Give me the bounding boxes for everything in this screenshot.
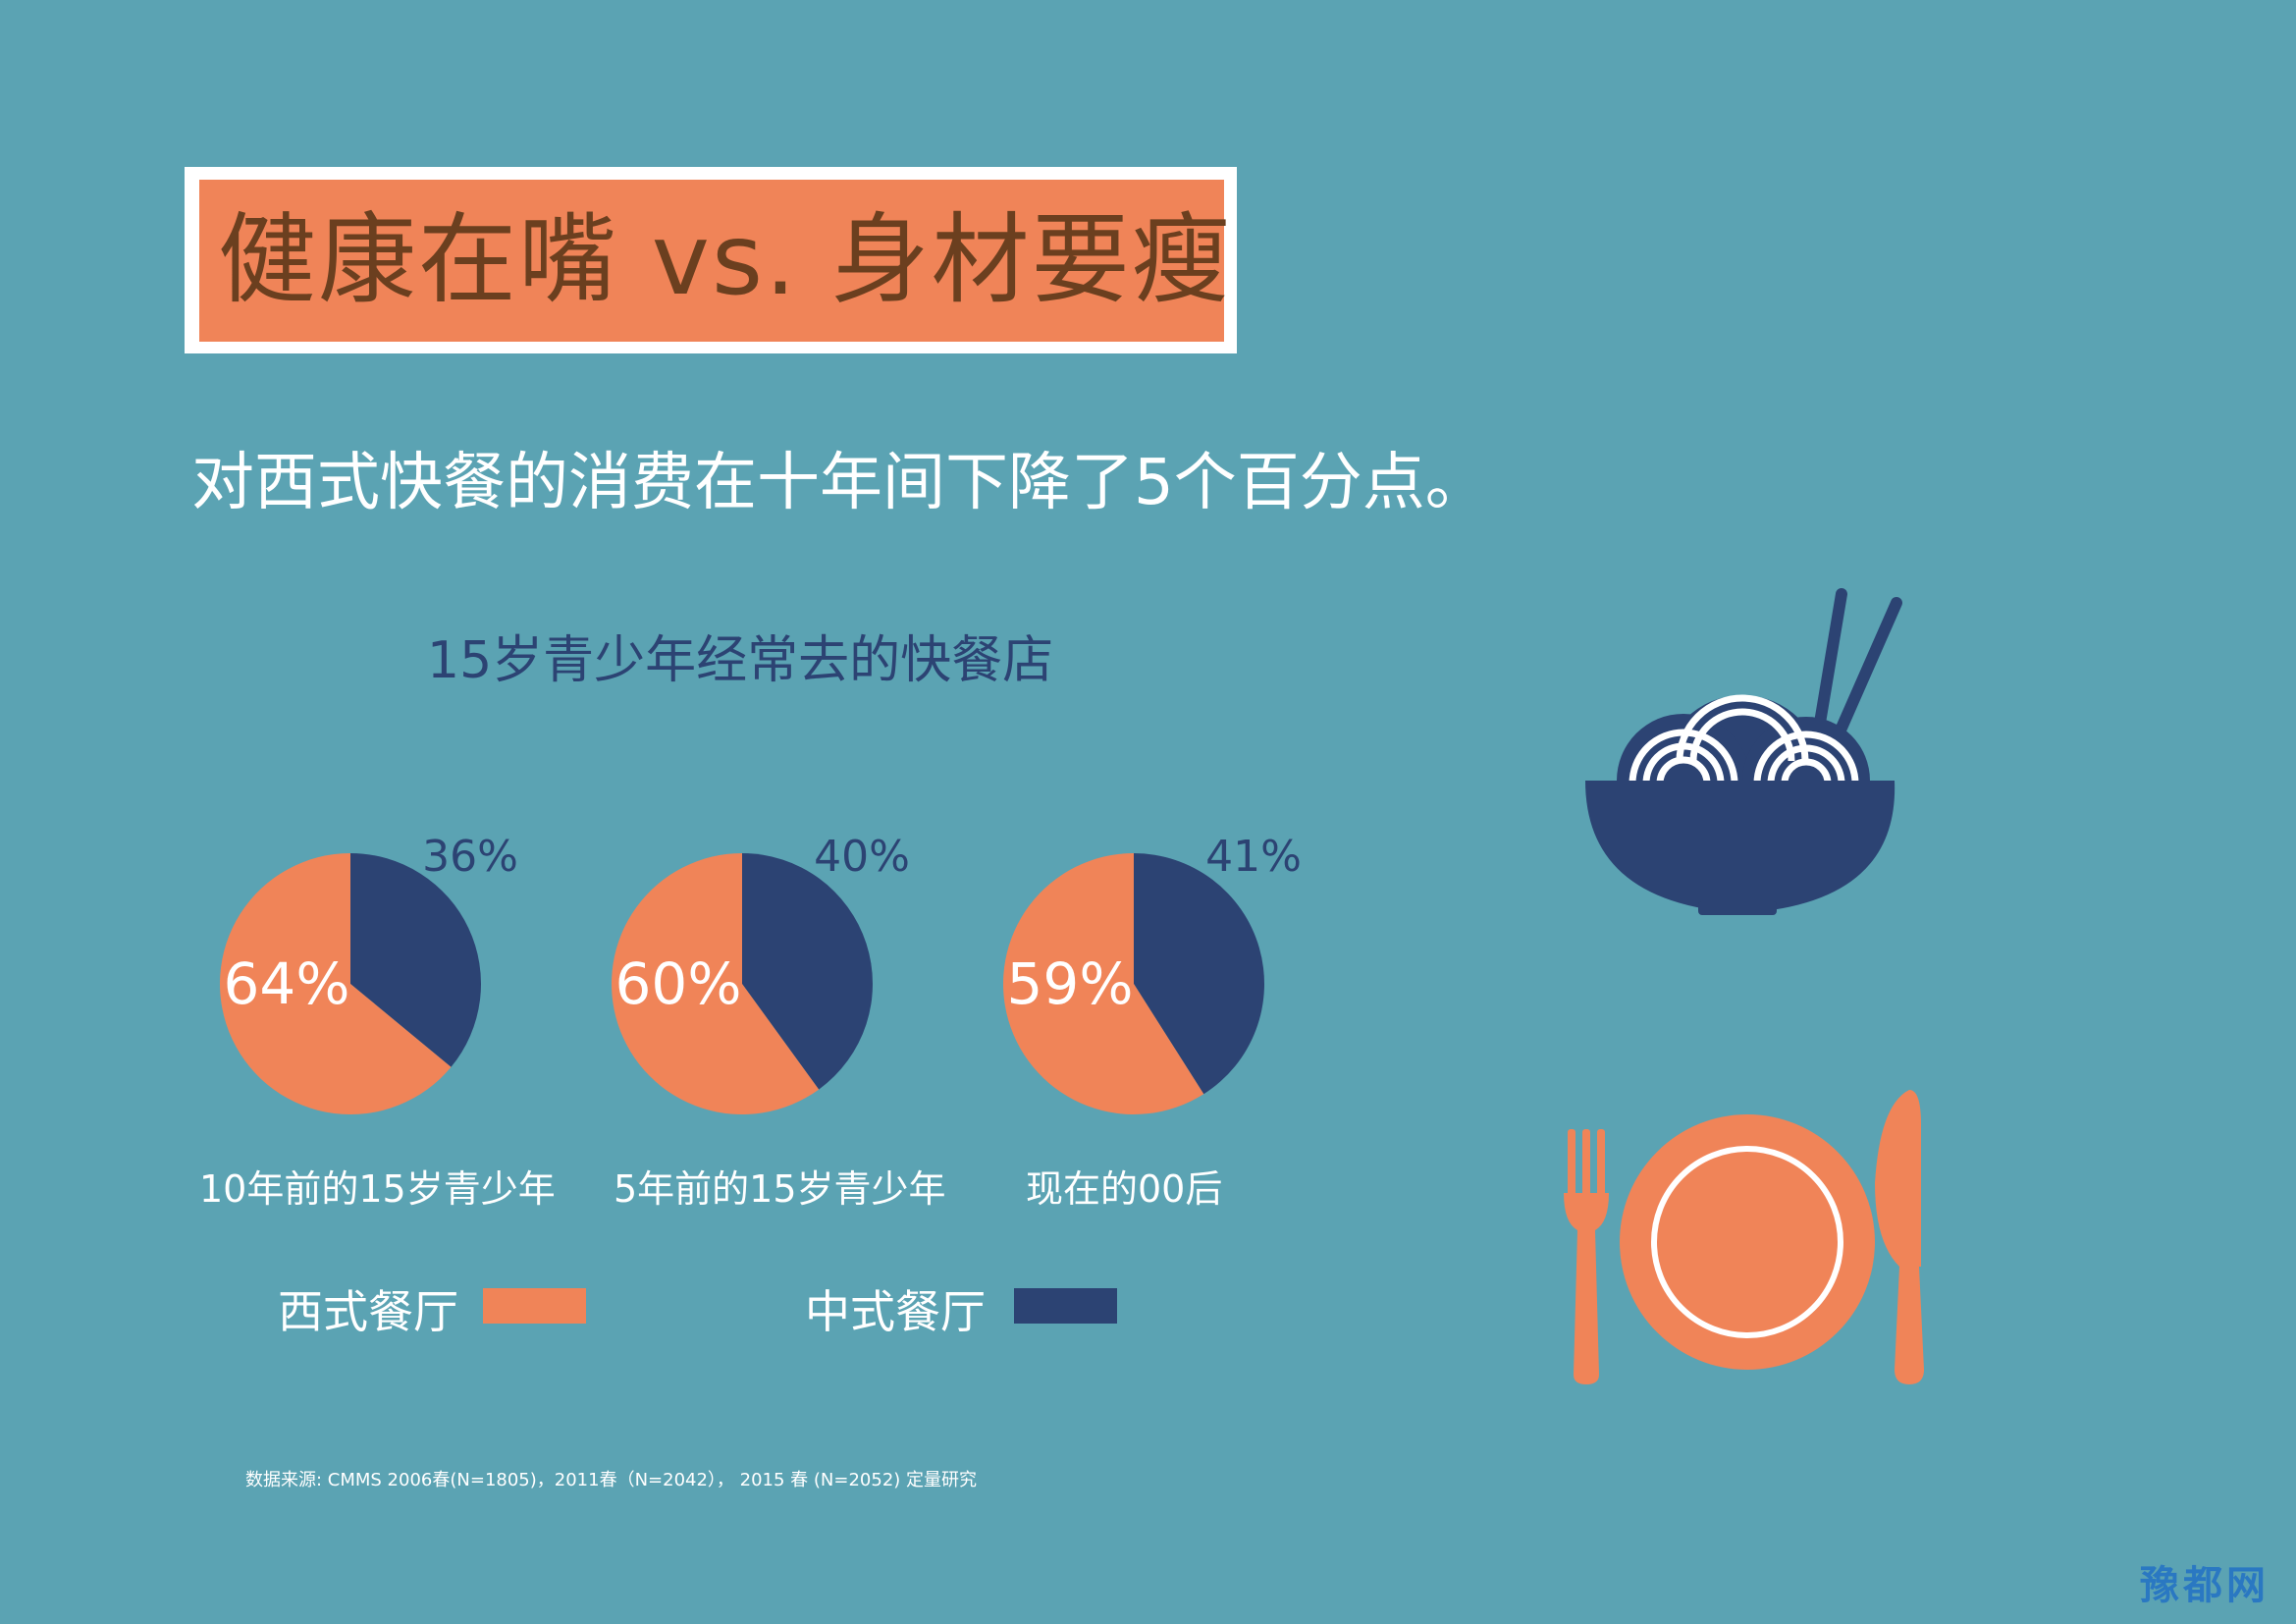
data-source-note: 数据来源: CMMS 2006春(N=1805)，2011春（N=2042）， … (245, 1470, 978, 1490)
chart-title: 15岁青少年经常去的快餐店 (427, 631, 1054, 690)
pie-label-western: 59% (1007, 950, 1134, 1017)
pie-slice-chinese (742, 853, 873, 1090)
pie-label-chinese: 41% (1205, 832, 1302, 882)
pie-slice-chinese (350, 853, 481, 1067)
legend-label-western: 西式餐厅 (278, 1285, 458, 1338)
pie-caption: 10年前的15岁青少年 (199, 1167, 556, 1211)
pie-caption: 5年前的15岁青少年 (614, 1167, 946, 1211)
pie-slice-western (611, 853, 820, 1114)
pie-label-western: 64% (224, 950, 350, 1017)
pie-slice-chinese (1134, 853, 1265, 1095)
legend-swatch-chinese (1014, 1288, 1117, 1324)
pie-label-chinese: 36% (422, 832, 518, 882)
legend-swatch-western (483, 1288, 586, 1324)
pie-slice-western (219, 853, 452, 1115)
pie-slice-western (1003, 853, 1204, 1115)
pie-label-chinese: 40% (814, 832, 910, 882)
pie-caption: 现在的00后 (1026, 1167, 1223, 1211)
title-banner (199, 180, 1224, 342)
plate-fork-knife-icon (1564, 1090, 1924, 1384)
subtitle: 对西式快餐的消费在十年间下降了5个百分点。 (191, 447, 1488, 519)
legend-label-chinese: 中式餐厅 (805, 1285, 986, 1338)
noodle-bowl-icon (1585, 588, 1902, 915)
watermark: 豫都网 (2140, 1562, 2269, 1608)
pie-label-western: 60% (615, 950, 742, 1017)
page-title: 健康在嘴 vs. 身材要瘦 (218, 202, 1232, 317)
